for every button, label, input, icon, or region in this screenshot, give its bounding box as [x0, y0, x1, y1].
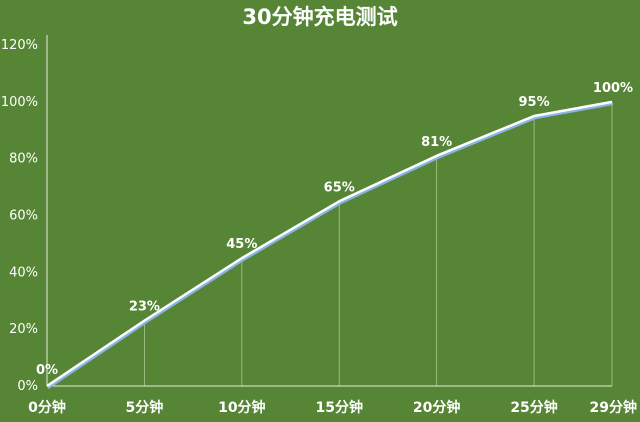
- series-line-shadow: [47, 102, 614, 390]
- data-label: 45%: [226, 237, 257, 252]
- data-label: 0%: [36, 363, 58, 378]
- y-tick-label: 0%: [17, 379, 38, 394]
- series-line: [46, 100, 613, 388]
- data-label: 81%: [421, 135, 452, 150]
- x-tick-label: 0分钟: [28, 399, 66, 416]
- data-label: 23%: [129, 300, 160, 315]
- x-tick-label: 25分钟: [510, 399, 557, 416]
- chart-title: 30分钟充电测试: [242, 5, 397, 29]
- y-tick-label: 40%: [9, 265, 38, 280]
- data-label: 65%: [324, 180, 355, 195]
- data-label: 95%: [519, 95, 550, 110]
- data-labels: 0% 23% 45% 65% 81% 95% 100%: [36, 81, 633, 378]
- y-tick-label: 120%: [1, 38, 38, 53]
- drop-lines: [144, 101, 613, 386]
- data-label: 100%: [593, 81, 633, 96]
- y-tick-labels: 0% 20% 40% 60% 80% 100% 120%: [1, 38, 38, 394]
- axes: [46, 35, 612, 387]
- x-tick-label: 15分钟: [315, 399, 362, 416]
- y-tick-label: 100%: [1, 95, 38, 110]
- x-tick-label: 10分钟: [218, 399, 265, 416]
- x-tick-label: 29分钟: [590, 399, 637, 416]
- y-tick-label: 80%: [9, 152, 38, 167]
- x-tick-label: 5分钟: [126, 399, 164, 416]
- series-group: [46, 100, 614, 390]
- x-tick-labels: 0分钟 5分钟 10分钟 15分钟 20分钟 25分钟 29分钟: [28, 399, 637, 416]
- x-tick-label: 20分钟: [413, 399, 460, 416]
- y-tick-label: 20%: [9, 322, 38, 337]
- y-tick-label: 60%: [9, 209, 38, 224]
